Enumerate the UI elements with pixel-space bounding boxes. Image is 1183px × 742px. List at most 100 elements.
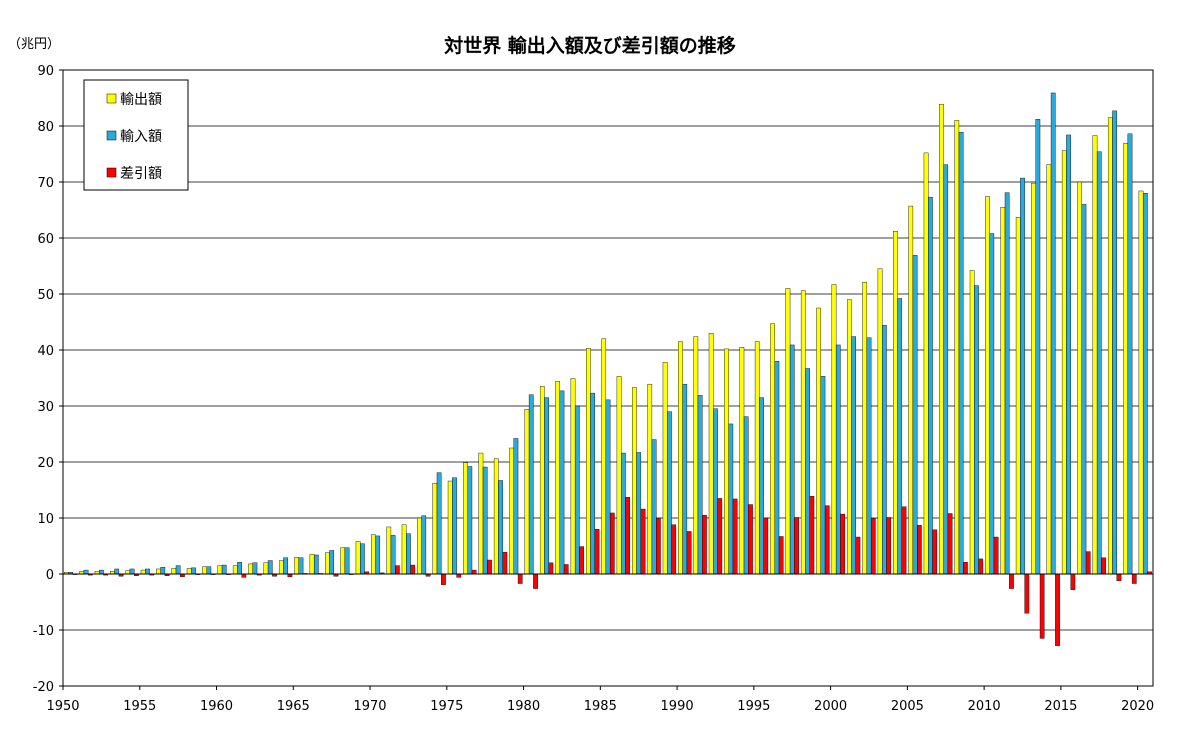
bar-export-1970 bbox=[371, 534, 376, 575]
bar-import-1992 bbox=[713, 408, 718, 575]
bar-export-2019 bbox=[1123, 143, 1129, 575]
x-tick-label: 2020 bbox=[1121, 699, 1154, 714]
bar-export-2001 bbox=[846, 299, 852, 575]
bar-import-2008 bbox=[958, 131, 964, 575]
y-tick-label: 60 bbox=[37, 232, 54, 247]
bar-balance-2006 bbox=[932, 529, 938, 575]
y-tick-label: 30 bbox=[37, 400, 54, 415]
bar-export-1963 bbox=[263, 562, 269, 575]
bar-balance-1991 bbox=[702, 515, 707, 575]
bar-balance-1979 bbox=[517, 573, 523, 584]
bar-export-1984 bbox=[586, 348, 591, 575]
bar-export-1958 bbox=[186, 568, 192, 575]
bar-export-1969 bbox=[355, 541, 361, 575]
y-tick-label: 10 bbox=[37, 512, 54, 527]
bar-export-2000 bbox=[831, 284, 837, 575]
bar-balance-2004 bbox=[901, 506, 907, 575]
bar-export-1983 bbox=[570, 378, 576, 575]
bar-export-1955 bbox=[140, 569, 146, 575]
bar-export-2017 bbox=[1092, 135, 1098, 575]
bar-balance-1971 bbox=[395, 565, 400, 575]
x-tick-label: 2000 bbox=[814, 699, 847, 714]
bar-balance-1995 bbox=[763, 517, 769, 575]
x-tick-label: 1980 bbox=[507, 699, 540, 714]
bar-export-2016 bbox=[1077, 181, 1082, 575]
legend-swatch-balance bbox=[106, 167, 117, 178]
bar-import-1986 bbox=[621, 452, 626, 575]
bar-export-1954 bbox=[125, 570, 131, 575]
bar-export-2014 bbox=[1046, 164, 1052, 575]
bar-balance-1992 bbox=[717, 498, 723, 575]
bar-export-2003 bbox=[877, 268, 883, 575]
legend: 輸出額 輸入額 差引額 bbox=[83, 79, 189, 191]
bar-export-1986 bbox=[616, 376, 622, 575]
y-unit-label: （兆円） bbox=[8, 37, 60, 52]
y-tick-label: 80 bbox=[37, 120, 54, 135]
bar-export-1978 bbox=[493, 458, 499, 575]
bar-import-1961 bbox=[237, 562, 242, 575]
bar-balance-1988 bbox=[656, 518, 661, 575]
bar-balance-2019 bbox=[1131, 573, 1137, 584]
bar-export-1980 bbox=[524, 409, 530, 575]
bar-export-1972 bbox=[401, 524, 407, 575]
x-axis: 1950 1955 1960 1965 1970 1975 1980 1985 1990 1995… bbox=[46, 686, 1154, 714]
bar-import-1969 bbox=[360, 543, 365, 575]
bar-import-1951 bbox=[83, 569, 89, 575]
bar-balance-1961 bbox=[241, 573, 247, 578]
bar-import-1962 bbox=[252, 562, 258, 575]
x-tick-label: 2005 bbox=[891, 699, 924, 714]
x-tick-label: 1985 bbox=[584, 699, 617, 714]
y-tick-label: 20 bbox=[37, 456, 54, 471]
bar-export-1999 bbox=[816, 307, 821, 575]
bar-export-1957 bbox=[171, 568, 177, 575]
bar-export-1965 bbox=[294, 557, 300, 575]
bar-import-1985 bbox=[605, 399, 611, 575]
x-tick-label: 1950 bbox=[46, 699, 79, 714]
bar-import-2007 bbox=[943, 164, 949, 575]
bar-export-1956 bbox=[156, 568, 161, 575]
bar-export-1981 bbox=[539, 386, 545, 575]
bar-balance-1997 bbox=[794, 517, 799, 575]
bar-balance-1993 bbox=[732, 498, 738, 575]
x-tick-label: 1955 bbox=[123, 699, 156, 714]
x-tick-label: 1970 bbox=[353, 699, 386, 714]
bar-export-1977 bbox=[478, 452, 484, 575]
bar-import-2011 bbox=[1004, 192, 1010, 575]
bar-balance-2018 bbox=[1116, 573, 1122, 581]
bar-export-2007 bbox=[939, 103, 944, 575]
bar-balance-2012 bbox=[1024, 573, 1030, 614]
bar-import-1989 bbox=[667, 411, 672, 575]
x-tick-label: 1975 bbox=[430, 699, 463, 714]
bar-balance-1978 bbox=[502, 551, 508, 575]
bar-import-1998 bbox=[805, 368, 810, 575]
bar-export-1998 bbox=[800, 290, 806, 575]
bar-import-1965 bbox=[298, 557, 304, 575]
bar-export-1985 bbox=[601, 338, 607, 575]
bar-export-2009 bbox=[969, 270, 975, 575]
bar-import-1953 bbox=[114, 568, 120, 575]
bar-import-1978 bbox=[498, 480, 503, 575]
bar-balance-1975 bbox=[456, 573, 462, 578]
bar-export-2008 bbox=[954, 120, 960, 575]
bar-import-1979 bbox=[513, 438, 519, 575]
bar-export-1993 bbox=[724, 348, 729, 575]
bar-import-2019 bbox=[1127, 133, 1133, 575]
bar-balance-2003 bbox=[886, 517, 891, 575]
bar-import-1984 bbox=[590, 392, 596, 575]
y-tick-label: 40 bbox=[37, 344, 54, 359]
bar-balance-1996 bbox=[778, 536, 784, 575]
bar-export-1961 bbox=[232, 565, 238, 575]
bar-balance-1983 bbox=[579, 546, 584, 575]
bar-balance-1987 bbox=[640, 508, 646, 575]
bar-import-2014 bbox=[1050, 92, 1056, 575]
bar-balance-1972 bbox=[410, 564, 416, 575]
bar-import-1960 bbox=[221, 564, 227, 575]
bar-import-2016 bbox=[1081, 204, 1087, 575]
bar-export-1996 bbox=[770, 323, 775, 575]
legend-label-balance: 差引額 bbox=[120, 166, 162, 182]
bar-import-1963 bbox=[267, 560, 273, 575]
bar-import-1980 bbox=[528, 394, 534, 575]
bar-export-1995 bbox=[754, 341, 760, 575]
bar-import-1976 bbox=[467, 466, 473, 575]
legend-label-import: 輸入額 bbox=[120, 129, 162, 145]
